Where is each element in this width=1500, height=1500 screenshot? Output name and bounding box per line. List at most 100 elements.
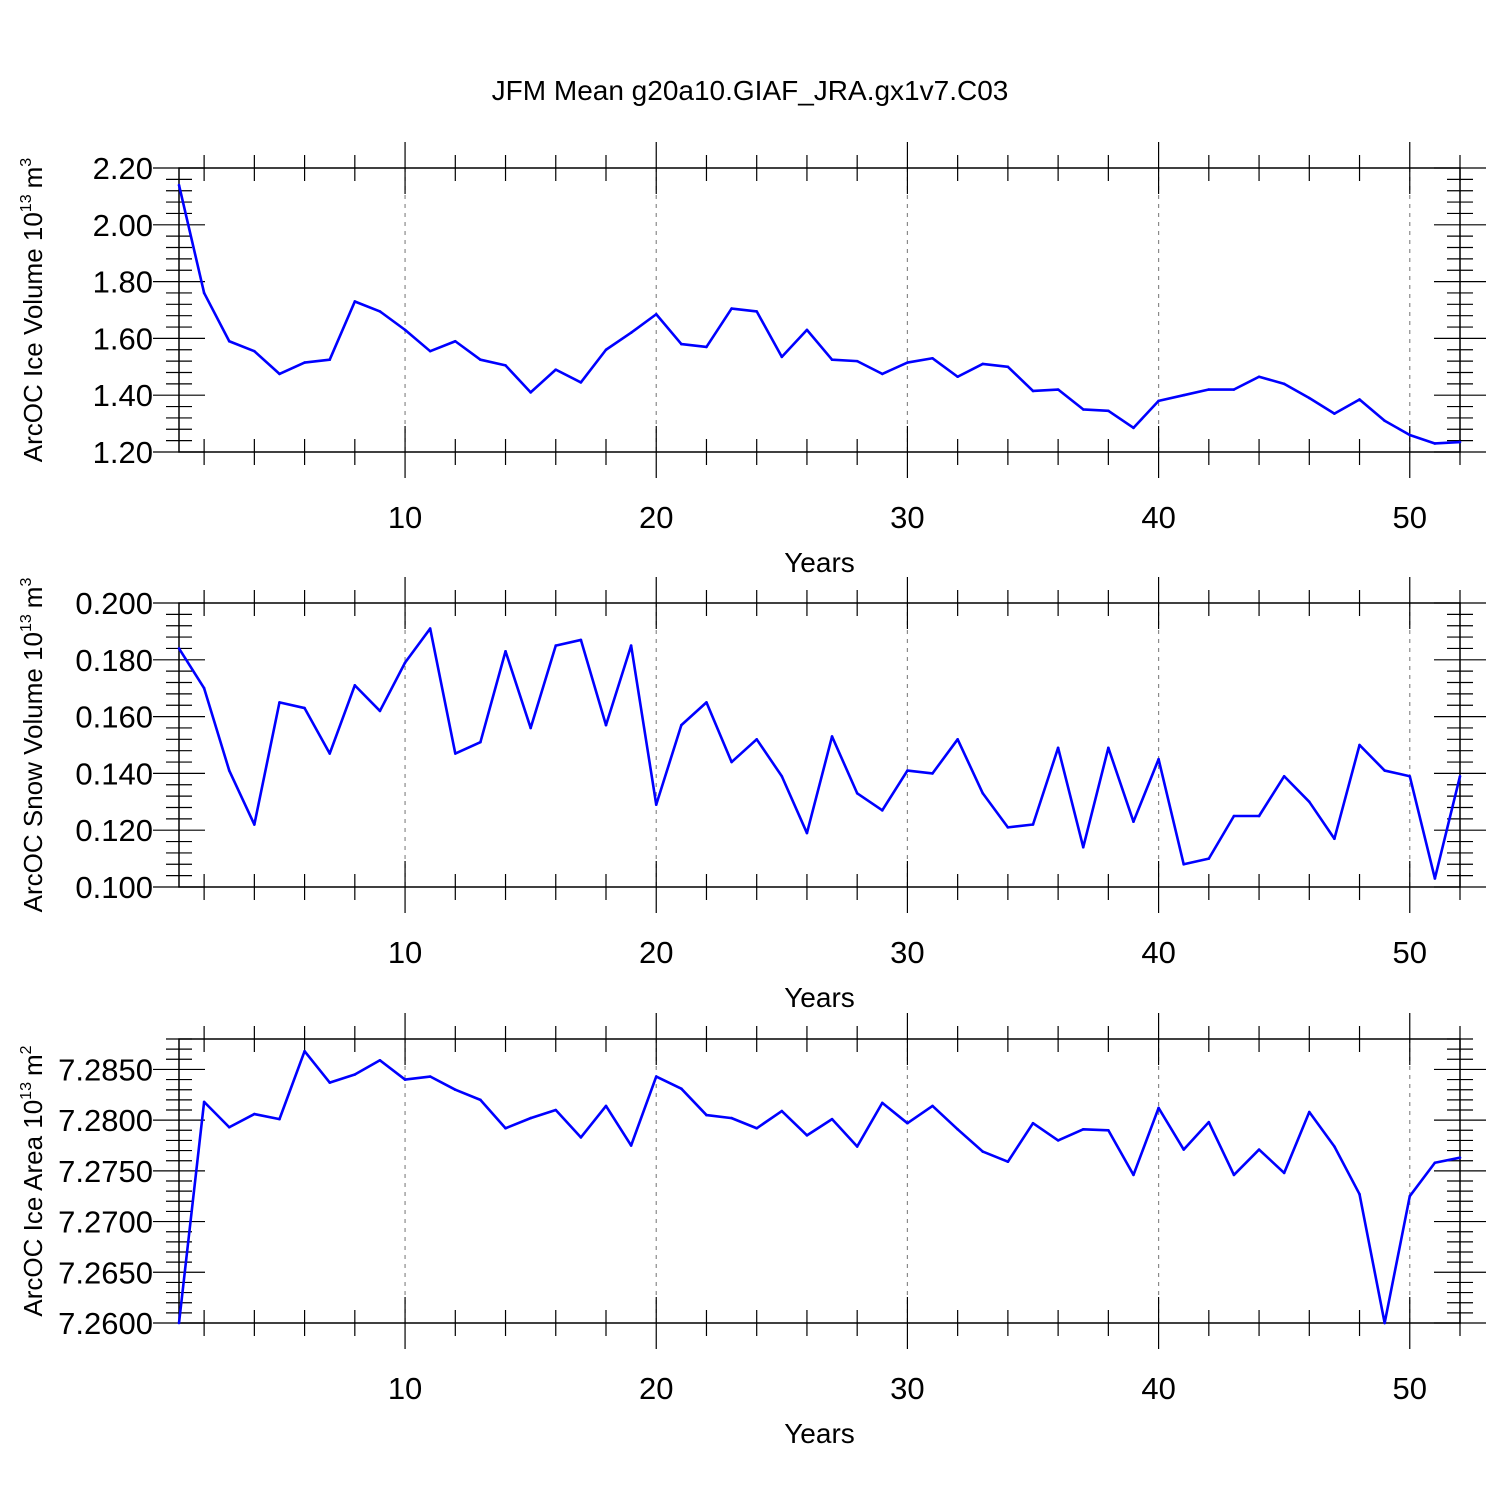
data-point (504, 649, 507, 653)
data-point (403, 328, 407, 332)
y-tick-label: 7.2750 (58, 1154, 153, 1189)
data-point (705, 1113, 708, 1117)
data-point (1081, 1127, 1085, 1131)
x-tick-label: 30 (890, 935, 924, 970)
data-point (1257, 814, 1261, 818)
data-point (1383, 419, 1386, 423)
data-point (1358, 743, 1361, 747)
data-point (253, 823, 256, 826)
data-point (378, 709, 382, 713)
data-point (1207, 1120, 1211, 1124)
data-point (1006, 365, 1010, 369)
x-tick-label: 30 (890, 1371, 924, 1406)
data-point (177, 183, 181, 187)
data-point (1081, 845, 1085, 849)
series-line (177, 184, 1461, 445)
y-tick-label: 7.2850 (58, 1052, 153, 1087)
data-point (855, 359, 859, 363)
data-point (1333, 837, 1336, 841)
data-point (1056, 746, 1060, 750)
data-point (1157, 1106, 1160, 1110)
data-point (830, 358, 834, 362)
data-point (303, 1049, 306, 1053)
data-point (680, 1087, 683, 1090)
data-point (177, 647, 181, 650)
data-point (805, 831, 809, 835)
data-point (504, 1126, 507, 1130)
x-tick-label: 50 (1393, 500, 1427, 535)
data-point (1257, 375, 1261, 379)
y-axis-label-unit-exponent: 3 (18, 158, 35, 167)
data-point (1132, 426, 1135, 430)
data-point (880, 1101, 884, 1105)
data-point (554, 644, 558, 647)
y-axis-label-text: ArcOC Snow Volume 10 (18, 632, 48, 912)
data-point (1157, 757, 1160, 761)
data-point (1307, 396, 1311, 400)
data-point (830, 735, 834, 738)
data-point (730, 1116, 733, 1120)
data-point (303, 706, 306, 710)
data-point (1408, 433, 1412, 437)
data-point (202, 1100, 206, 1104)
data-point (755, 738, 759, 741)
data-point (479, 1098, 482, 1102)
data-point (1383, 769, 1386, 772)
y-axis-label-exponent: 13 (18, 1082, 35, 1100)
data-point (529, 391, 532, 394)
data-point (1333, 412, 1336, 415)
data-point (1107, 409, 1110, 413)
y-axis-label: ArcOC Ice Volume 1013 m3 (18, 158, 48, 462)
chart-panel-1: 10 20 30 40 50 1.20 1.40 1.60 1.80 2.00 2.20 Years A… (18, 142, 1486, 578)
data-point (253, 1112, 256, 1116)
data-point (378, 310, 382, 313)
data-point (880, 372, 884, 376)
plot-frame (178, 602, 1461, 888)
data-point (1081, 408, 1085, 411)
x-tick-label: 10 (388, 1371, 422, 1406)
data-point (931, 1104, 934, 1108)
data-point (780, 1109, 784, 1113)
data-point (1458, 440, 1462, 444)
data-point (1182, 1148, 1186, 1151)
data-point (504, 364, 507, 367)
data-point (755, 310, 759, 313)
data-point (956, 1127, 959, 1131)
data-point (956, 375, 959, 379)
y-axis-label-unit-exponent: 2 (18, 1045, 35, 1054)
data-point (1232, 1173, 1236, 1177)
data-point (981, 1150, 985, 1153)
data-point (1433, 1161, 1437, 1165)
y-tick-label: 0.120 (75, 813, 153, 848)
y-axis-label-text: ArcOC Ice Volume 10 (18, 212, 48, 462)
data-point (805, 328, 809, 332)
data-point (730, 307, 733, 310)
data-point (906, 1121, 909, 1125)
data-point (1182, 393, 1186, 397)
data-point (1282, 382, 1286, 386)
y-tick-label: 7.2600 (58, 1306, 153, 1341)
data-point (579, 1136, 583, 1139)
data-point (1307, 800, 1311, 804)
data-point (1458, 774, 1462, 778)
data-point (1232, 814, 1236, 818)
data-point (428, 349, 432, 353)
x-tick-label: 40 (1141, 1371, 1175, 1406)
x-tick-label: 10 (388, 935, 422, 970)
plot-frame (178, 1038, 1461, 1324)
y-tick-label: 0.200 (75, 586, 153, 621)
data-point (1207, 857, 1211, 860)
data-point (1056, 1139, 1060, 1142)
data-point (780, 355, 784, 359)
data-point (428, 1075, 432, 1078)
data-point (227, 1125, 231, 1129)
data-point (604, 723, 608, 727)
x-tick-label: 10 (388, 500, 422, 535)
data-point (453, 1088, 457, 1092)
data-point (579, 381, 583, 384)
y-tick-label: 0.160 (75, 700, 153, 735)
y-tick-label: 1.40 (93, 378, 153, 413)
data-point (202, 291, 206, 295)
y-tick-label: 1.60 (93, 321, 153, 356)
data-point (1433, 877, 1437, 880)
